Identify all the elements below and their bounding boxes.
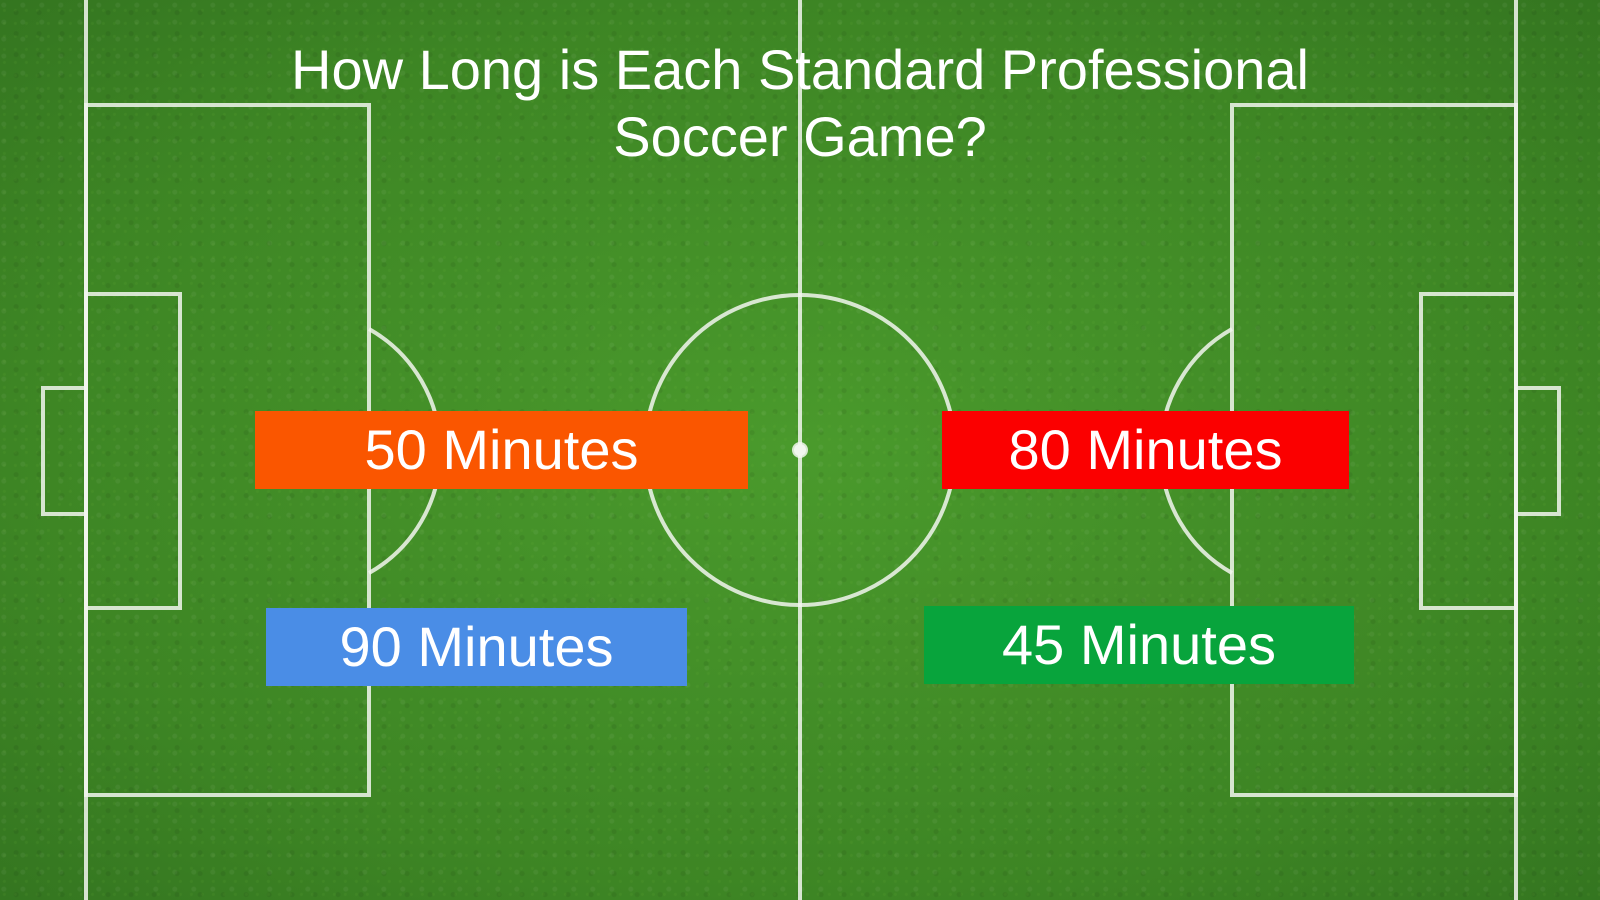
answer-label: 80 Minutes: [1008, 418, 1283, 481]
answer-option-90-minutes[interactable]: 90 Minutes: [266, 608, 687, 686]
answer-label: 45 Minutes: [1002, 613, 1276, 676]
answer-label: 50 Minutes: [364, 418, 639, 481]
answer-option-80-minutes[interactable]: 80 Minutes: [942, 411, 1349, 489]
answer-label: 90 Minutes: [339, 615, 614, 678]
answer-option-50-minutes[interactable]: 50 Minutes: [255, 411, 748, 489]
answer-option-45-minutes[interactable]: 45 Minutes: [924, 606, 1354, 684]
question-title: How Long is Each Standard Professional S…: [291, 38, 1309, 168]
